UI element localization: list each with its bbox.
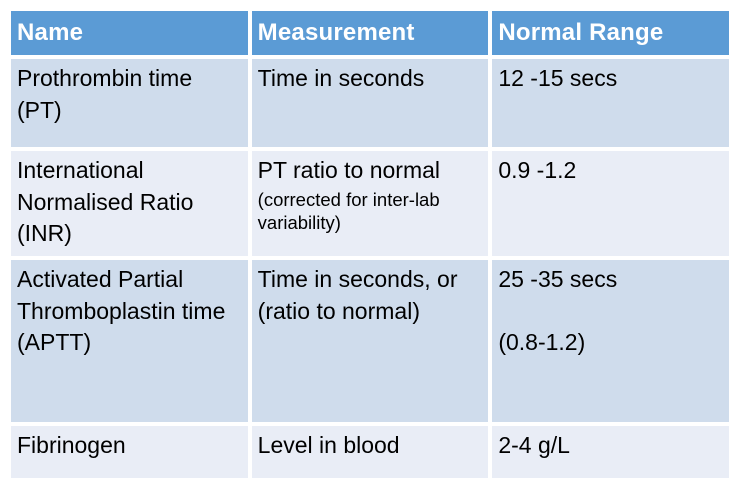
normal-range-text: 2-4 g/L (498, 432, 570, 458)
cell-normal-range: 25 -35 secs (0.8-1.2) (492, 260, 729, 422)
measurement-text: Time in seconds, or (ratio to normal) (257, 266, 458, 324)
cell-normal-range: 2-4 g/L (492, 426, 729, 478)
column-header-measurement: Measurement (251, 11, 489, 55)
test-name-text: Prothrombin time (PT) (17, 65, 193, 123)
cell-measurement: Time in seconds, or (ratio to normal) (251, 260, 489, 422)
normal-range-secondary-text: (0.8-1.2) (498, 328, 586, 355)
table-row-prothrombin-time: Prothrombin time (PT) Time in seconds 12… (11, 59, 729, 147)
table-row-inr: International Normalised Ratio (INR) PT … (11, 151, 729, 256)
table-row-fibrinogen: Fibrinogen Level in blood 2-4 g/L (11, 426, 729, 478)
cell-normal-range: 12 -15 secs (492, 59, 729, 147)
column-header-name: Name (11, 11, 248, 55)
cell-normal-range: 0.9 -1.2 (492, 151, 729, 256)
normal-range-text: 25 -35 secs (498, 266, 618, 292)
test-name-text: Fibrinogen (17, 432, 126, 458)
cell-measurement: Level in blood (251, 426, 489, 478)
cell-measurement: PT ratio to normal (corrected for inter-… (251, 151, 489, 256)
measurement-text: Time in seconds (257, 65, 425, 91)
normal-range-text: 12 -15 secs (498, 65, 618, 91)
column-header-normal-range: Normal Range (492, 11, 729, 55)
coagulation-tests-table: Name Measurement Normal Range Prothrombi… (7, 7, 733, 482)
normal-range-text: 0.9 -1.2 (498, 157, 577, 183)
cell-measurement: Time in seconds (251, 59, 489, 147)
cell-test-name: Activated Partial Thromboplastin time (A… (11, 260, 248, 422)
measurement-text: PT ratio to normal (257, 157, 441, 183)
header-row: Name Measurement Normal Range (11, 11, 729, 55)
test-name-text: Activated Partial Thromboplastin time (A… (17, 266, 226, 356)
measurement-text: Level in blood (257, 432, 400, 458)
cell-test-name: Prothrombin time (PT) (11, 59, 248, 147)
measurement-note-text: (corrected for inter-lab variability) (257, 188, 440, 233)
test-name-text: International Normalised Ratio (INR) (17, 157, 194, 247)
cell-test-name: Fibrinogen (11, 426, 248, 478)
table-row-aptt: Activated Partial Thromboplastin time (A… (11, 260, 729, 422)
cell-test-name: International Normalised Ratio (INR) (11, 151, 248, 256)
